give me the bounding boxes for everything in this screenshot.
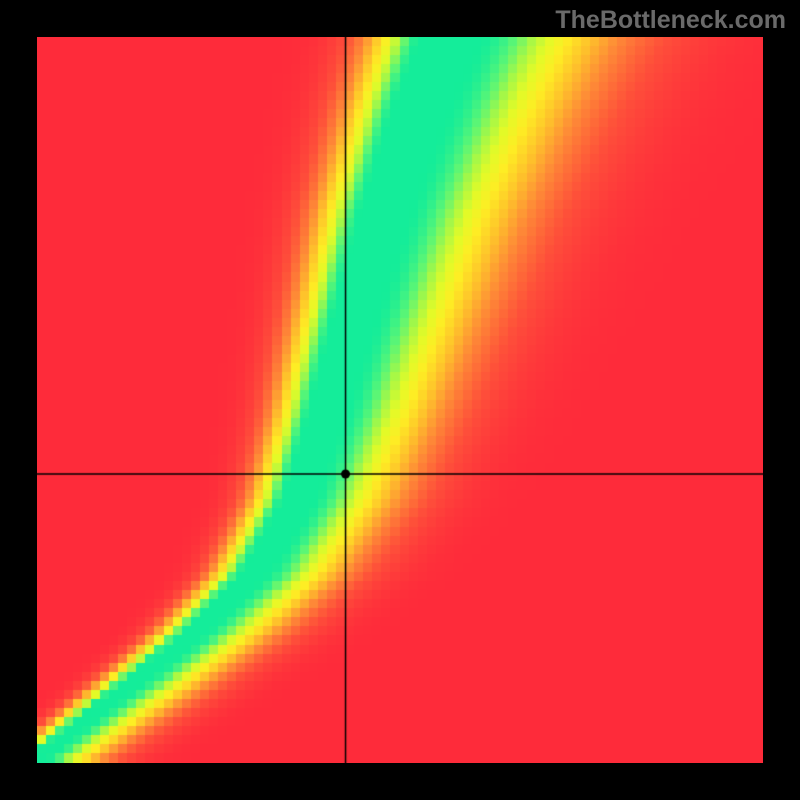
attribution-text: TheBottleneck.com <box>555 6 786 35</box>
bottleneck-heatmap <box>37 37 763 763</box>
